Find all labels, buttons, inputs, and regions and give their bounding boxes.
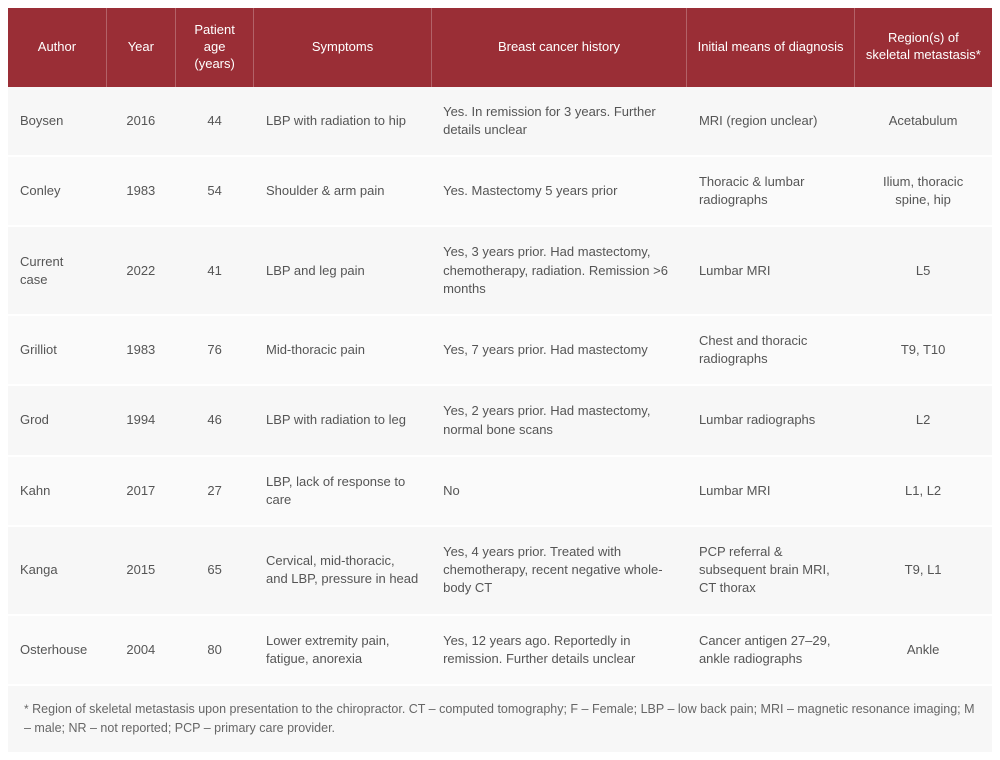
th-year: Year bbox=[106, 8, 175, 87]
cell-year: 1994 bbox=[106, 385, 175, 455]
cell-region: L1, L2 bbox=[854, 456, 992, 526]
cell-diag: Lumbar MRI bbox=[687, 226, 854, 315]
cell-author: Current case bbox=[8, 226, 106, 315]
cell-author: Grilliot bbox=[8, 315, 106, 385]
cell-history: No bbox=[431, 456, 687, 526]
footnote-text: Region of skeletal metastasis upon prese… bbox=[24, 702, 975, 735]
table-body: Boysen201644LBP with radiation to hipYes… bbox=[8, 87, 992, 685]
cell-diag: Lumbar radiographs bbox=[687, 385, 854, 455]
cell-year: 2004 bbox=[106, 615, 175, 685]
table-footnote: * Region of skeletal metastasis upon pre… bbox=[8, 686, 992, 752]
cell-diag: Lumbar MRI bbox=[687, 456, 854, 526]
cell-age: 27 bbox=[175, 456, 254, 526]
table-row: Osterhouse200480Lower extremity pain, fa… bbox=[8, 615, 992, 685]
cell-region: L2 bbox=[854, 385, 992, 455]
cell-author: Grod bbox=[8, 385, 106, 455]
cell-year: 2017 bbox=[106, 456, 175, 526]
table-row: Conley198354Shoulder & arm painYes. Mast… bbox=[8, 156, 992, 226]
table-row: Grilliot198376Mid-thoracic painYes, 7 ye… bbox=[8, 315, 992, 385]
cell-author: Conley bbox=[8, 156, 106, 226]
cell-symptoms: Lower extremity pain, fatigue, anorexia bbox=[254, 615, 431, 685]
cell-symptoms: Shoulder & arm pain bbox=[254, 156, 431, 226]
cell-symptoms: Mid-thoracic pain bbox=[254, 315, 431, 385]
cell-symptoms: Cervical, mid-thoracic, and LBP, pressur… bbox=[254, 526, 431, 615]
table-row: Current case202241LBP and leg painYes, 3… bbox=[8, 226, 992, 315]
cell-history: Yes. In remission for 3 years. Further d… bbox=[431, 87, 687, 156]
cell-age: 41 bbox=[175, 226, 254, 315]
cell-history: Yes. Mastectomy 5 years prior bbox=[431, 156, 687, 226]
cell-history: Yes, 3 years prior. Had mastectomy, chem… bbox=[431, 226, 687, 315]
cell-diag: Chest and thoracic radiographs bbox=[687, 315, 854, 385]
th-symptoms: Symptoms bbox=[254, 8, 431, 87]
cell-symptoms: LBP, lack of response to care bbox=[254, 456, 431, 526]
cell-history: Yes, 12 years ago. Reportedly in remissi… bbox=[431, 615, 687, 685]
table-header: Author Year Patient age (years) Symptoms… bbox=[8, 8, 992, 87]
cell-author: Osterhouse bbox=[8, 615, 106, 685]
cell-year: 2015 bbox=[106, 526, 175, 615]
cell-diag: Cancer antigen 27–29, ankle radiographs bbox=[687, 615, 854, 685]
cell-diag: MRI (region unclear) bbox=[687, 87, 854, 156]
cell-diag: Thoracic & lumbar radiographs bbox=[687, 156, 854, 226]
cell-symptoms: LBP and leg pain bbox=[254, 226, 431, 315]
cell-age: 54 bbox=[175, 156, 254, 226]
cell-region: Ankle bbox=[854, 615, 992, 685]
cell-age: 46 bbox=[175, 385, 254, 455]
cell-author: Boysen bbox=[8, 87, 106, 156]
cell-symptoms: LBP with radiation to hip bbox=[254, 87, 431, 156]
cell-region: T9, L1 bbox=[854, 526, 992, 615]
cell-age: 65 bbox=[175, 526, 254, 615]
th-history: Breast cancer history bbox=[431, 8, 687, 87]
cell-history: Yes, 2 years prior. Had mastectomy, norm… bbox=[431, 385, 687, 455]
th-diag: Initial means of diagnosis bbox=[687, 8, 854, 87]
table-row: Kahn201727LBP, lack of response to careN… bbox=[8, 456, 992, 526]
th-age: Patient age (years) bbox=[175, 8, 254, 87]
cell-region: L5 bbox=[854, 226, 992, 315]
cell-region: Ilium, thoracic spine, hip bbox=[854, 156, 992, 226]
cell-age: 80 bbox=[175, 615, 254, 685]
cell-year: 1983 bbox=[106, 315, 175, 385]
cell-history: Yes, 4 years prior. Treated with chemoth… bbox=[431, 526, 687, 615]
cell-history: Yes, 7 years prior. Had mastectomy bbox=[431, 315, 687, 385]
th-region: Region(s) of skeletal metastasis* bbox=[854, 8, 992, 87]
cell-symptoms: LBP with radiation to leg bbox=[254, 385, 431, 455]
table-row: Grod199446LBP with radiation to legYes, … bbox=[8, 385, 992, 455]
metastasis-table: Author Year Patient age (years) Symptoms… bbox=[8, 8, 992, 686]
footnote-marker: * bbox=[24, 702, 29, 716]
table-row: Kanga201565Cervical, mid-thoracic, and L… bbox=[8, 526, 992, 615]
cell-year: 2022 bbox=[106, 226, 175, 315]
cell-year: 2016 bbox=[106, 87, 175, 156]
th-author: Author bbox=[8, 8, 106, 87]
cell-author: Kanga bbox=[8, 526, 106, 615]
cell-region: Acetabulum bbox=[854, 87, 992, 156]
cell-age: 44 bbox=[175, 87, 254, 156]
cell-age: 76 bbox=[175, 315, 254, 385]
cell-author: Kahn bbox=[8, 456, 106, 526]
cell-diag: PCP referral & subsequent brain MRI, CT … bbox=[687, 526, 854, 615]
cell-region: T9, T10 bbox=[854, 315, 992, 385]
cell-year: 1983 bbox=[106, 156, 175, 226]
table-row: Boysen201644LBP with radiation to hipYes… bbox=[8, 87, 992, 156]
